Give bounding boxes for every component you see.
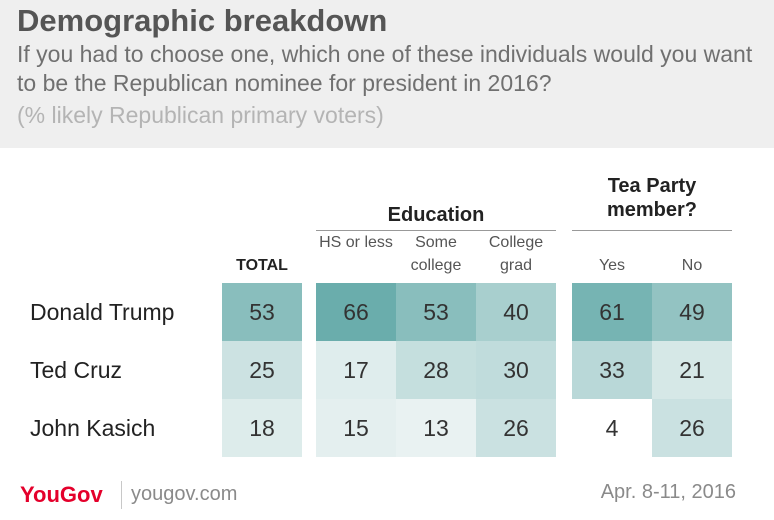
tea-party-rule (572, 230, 732, 231)
header-band: Demographic breakdown If you had to choo… (0, 0, 774, 148)
column-header-3: College grad (488, 234, 544, 274)
table-cell: 13 (396, 399, 476, 457)
table-cell: 4 (572, 399, 652, 457)
group-label-tea-party: Tea Party member? (606, 175, 698, 221)
table-cell: 53 (222, 283, 302, 341)
footer-date: Apr. 8-11, 2016 (600, 481, 736, 503)
table-cell: 33 (572, 341, 652, 399)
yougov-logo: YouGov (20, 482, 103, 507)
table-cell: 26 (652, 399, 732, 457)
table-cell: 17 (316, 341, 396, 399)
row-label: John Kasich (30, 415, 156, 441)
table-cell: 25 (222, 341, 302, 399)
footer-divider (121, 481, 122, 509)
chart-subtitle: If you had to choose one, which one of t… (17, 41, 753, 96)
table-cell: 28 (396, 341, 476, 399)
row-label: Ted Cruz (30, 357, 123, 383)
row-label: Donald Trump (30, 299, 175, 325)
table-cell: 15 (316, 399, 396, 457)
table-cell: 61 (572, 283, 652, 341)
column-header-2: Some college (410, 234, 462, 274)
table-cell: 18 (222, 399, 302, 457)
table-cell: 66 (316, 283, 396, 341)
group-label-education: Education (387, 204, 485, 226)
table-cell: 49 (652, 283, 732, 341)
education-rule (316, 230, 556, 231)
column-header-5: No (681, 257, 703, 274)
chart-note: (% likely Republican primary voters) (17, 102, 384, 128)
footer-url: yougov.com (131, 483, 238, 505)
column-header-0: TOTAL (236, 257, 288, 274)
table-cell: 40 (476, 283, 556, 341)
table-cell: 26 (476, 399, 556, 457)
column-header-1: HS or less (319, 234, 393, 251)
table-cell: 30 (476, 341, 556, 399)
table-cell: 53 (396, 283, 476, 341)
column-header-4: Yes (598, 257, 626, 274)
table-cell: 21 (652, 341, 732, 399)
chart-title: Demographic breakdown (17, 3, 388, 38)
